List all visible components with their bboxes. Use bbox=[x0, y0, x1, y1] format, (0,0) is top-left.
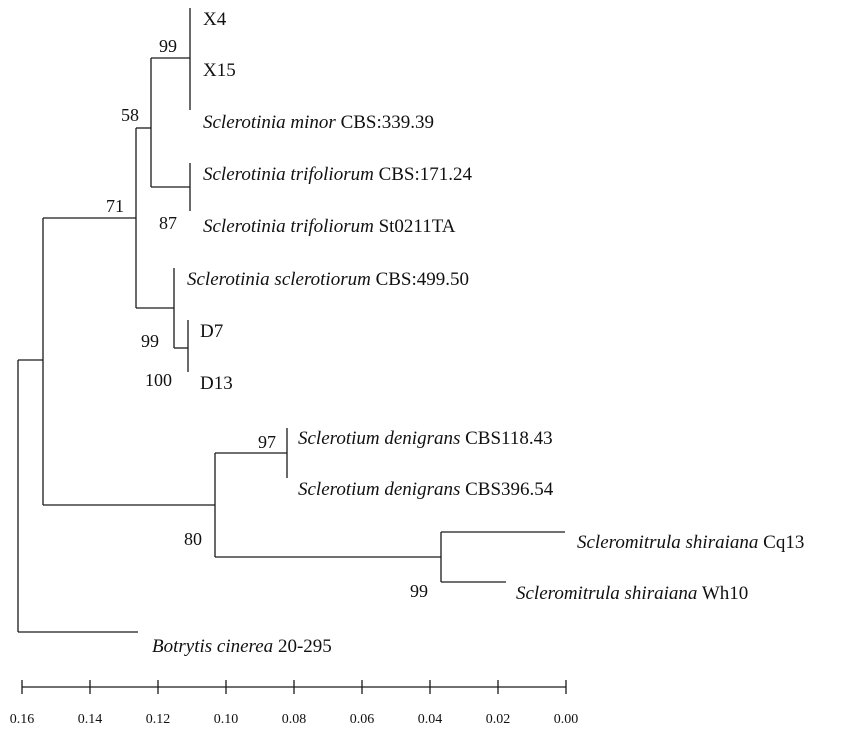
scale-tick-label: 0.12 bbox=[146, 712, 171, 727]
taxon-label: Sclerotinia sclerotiorum CBS:499.50 bbox=[187, 269, 469, 290]
bootstrap-value: 71 bbox=[106, 196, 124, 216]
bootstrap-value: 80 bbox=[184, 529, 202, 549]
scale-tick-label: 0.14 bbox=[78, 712, 103, 727]
taxon-label: X15 bbox=[203, 60, 236, 81]
tree-branches bbox=[17, 8, 565, 633]
bootstrap-value: 58 bbox=[121, 105, 139, 125]
scale-tick-label: 0.04 bbox=[418, 712, 443, 727]
taxon-label: Sclerotinia trifoliorum St0211TA bbox=[203, 216, 456, 237]
taxon-labels: X4 X15 Sclerotinia minor CBS:339.39 Scle… bbox=[152, 9, 804, 657]
scale-tick-label: 0.06 bbox=[350, 712, 375, 727]
scale-tick-label: 0.02 bbox=[486, 712, 511, 727]
taxon-label: D13 bbox=[200, 373, 233, 394]
bootstrap-value: 99 bbox=[410, 581, 428, 601]
scale-tick-label: 0.16 bbox=[10, 712, 35, 727]
bootstrap-values: 99 58 87 71 99 100 97 80 99 bbox=[106, 36, 428, 601]
scale-tick-label: 0.08 bbox=[282, 712, 307, 727]
bootstrap-value: 100 bbox=[145, 370, 172, 390]
distance-scale-axis: 0.16 0.14 0.12 0.10 0.08 0.06 0.04 0.02 0.00 bbox=[10, 680, 579, 727]
taxon-label: Scleromitrula shiraiana Cq13 bbox=[577, 532, 804, 553]
bootstrap-value: 87 bbox=[159, 213, 177, 233]
bootstrap-value: 99 bbox=[141, 331, 159, 351]
scale-tick-label: 0.10 bbox=[214, 712, 239, 727]
taxon-label: D7 bbox=[200, 321, 223, 342]
taxon-label: Sclerotium denigrans CBS118.43 bbox=[298, 428, 553, 449]
taxon-label: X4 bbox=[203, 9, 227, 30]
taxon-label: Sclerotinia trifoliorum CBS:171.24 bbox=[203, 164, 473, 185]
taxon-label: Sclerotinia minor CBS:339.39 bbox=[203, 112, 434, 133]
bootstrap-value: 99 bbox=[159, 36, 177, 56]
taxon-label: Botrytis cinerea 20-295 bbox=[152, 636, 332, 657]
taxon-label: Sclerotium denigrans CBS396.54 bbox=[298, 479, 554, 500]
taxon-label: Scleromitrula shiraiana Wh10 bbox=[516, 583, 748, 604]
scale-tick-label: 0.00 bbox=[554, 712, 579, 727]
bootstrap-value: 97 bbox=[258, 432, 276, 452]
